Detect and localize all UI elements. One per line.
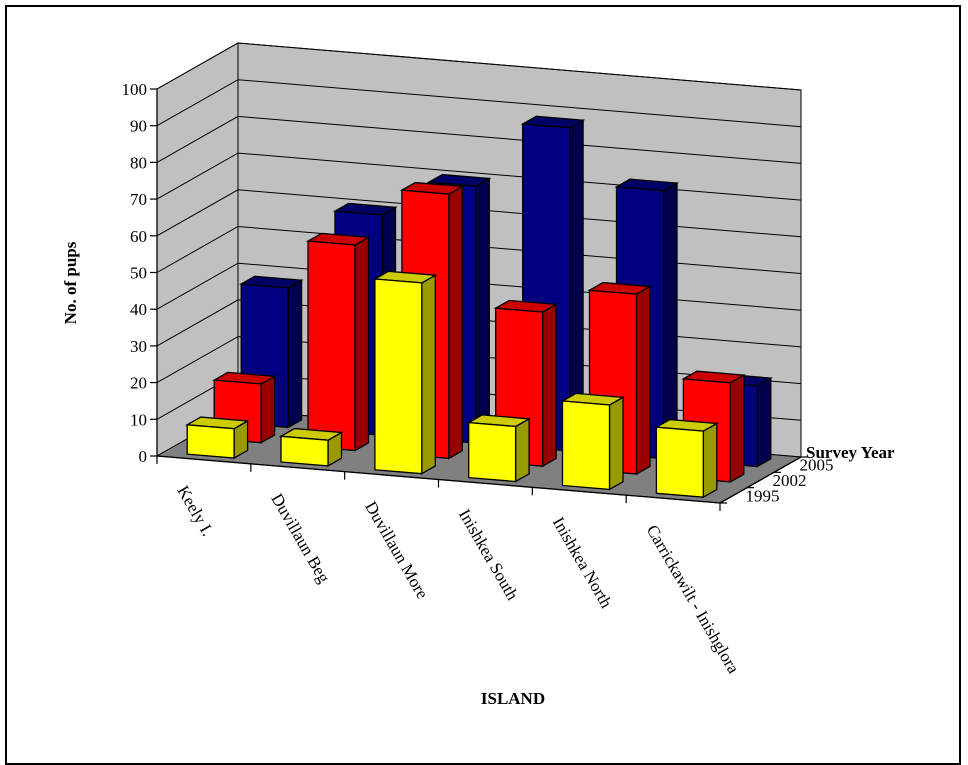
x-category-label: Duvillaun More <box>361 498 432 602</box>
y-axis-title: No. of pups <box>61 241 80 324</box>
y-tick-label: 90 <box>130 117 147 136</box>
axes <box>150 88 808 511</box>
gridline <box>156 79 802 128</box>
bar-2002-1 <box>305 232 371 452</box>
bar-1995-3 <box>466 414 532 483</box>
depth-axis-line <box>719 456 802 504</box>
y-tick-label: 40 <box>130 300 147 319</box>
gridline <box>156 189 802 238</box>
y-tick-label: 100 <box>122 80 148 99</box>
gridline <box>156 225 802 274</box>
bar-1995-2 <box>372 270 438 475</box>
series-year-label: 2005 <box>800 456 834 475</box>
y-tick-label: 70 <box>130 190 147 209</box>
y-tick-label: 60 <box>130 227 147 246</box>
x-category-label: Inishkea South <box>455 506 522 604</box>
bar-1995-1 <box>278 427 344 468</box>
x-category-label: Keely I. <box>173 482 217 539</box>
x-category-label: Carrickawilt - Inishglora <box>643 522 744 677</box>
x-axis-title: ISLAND <box>481 689 545 708</box>
gridline <box>156 115 802 164</box>
y-tick-label: 80 <box>130 153 147 172</box>
bar-1995-4 <box>560 392 626 491</box>
y-tick-label: 50 <box>130 264 147 283</box>
y-tick-label: 20 <box>130 374 147 393</box>
y-axis-ticks: 0 10 20 30 40 50 60 70 80 90 100 <box>122 80 148 466</box>
bar-1995-0 <box>185 416 250 460</box>
y-tick-label: 0 <box>139 447 148 466</box>
bar-1995-5 <box>654 418 719 499</box>
x-axis-categories: Keely I. Duvillaun Beg Duvillaun More In… <box>173 482 743 677</box>
x-category-label: Inishkea North <box>549 514 616 612</box>
x-category-label: Duvillaun Beg <box>267 490 334 586</box>
gridline <box>156 42 802 91</box>
depth-axis-title: Survey Year <box>806 443 895 462</box>
series-year-label: 1995 <box>746 486 780 505</box>
depth-axis-ticks: 1995 2002 2005 <box>746 456 834 506</box>
bars <box>185 115 773 499</box>
y-tick-label: 10 <box>130 410 147 429</box>
gridline <box>156 152 802 201</box>
y-tick-label: 30 <box>130 337 147 356</box>
series-year-label: 2002 <box>773 471 807 490</box>
